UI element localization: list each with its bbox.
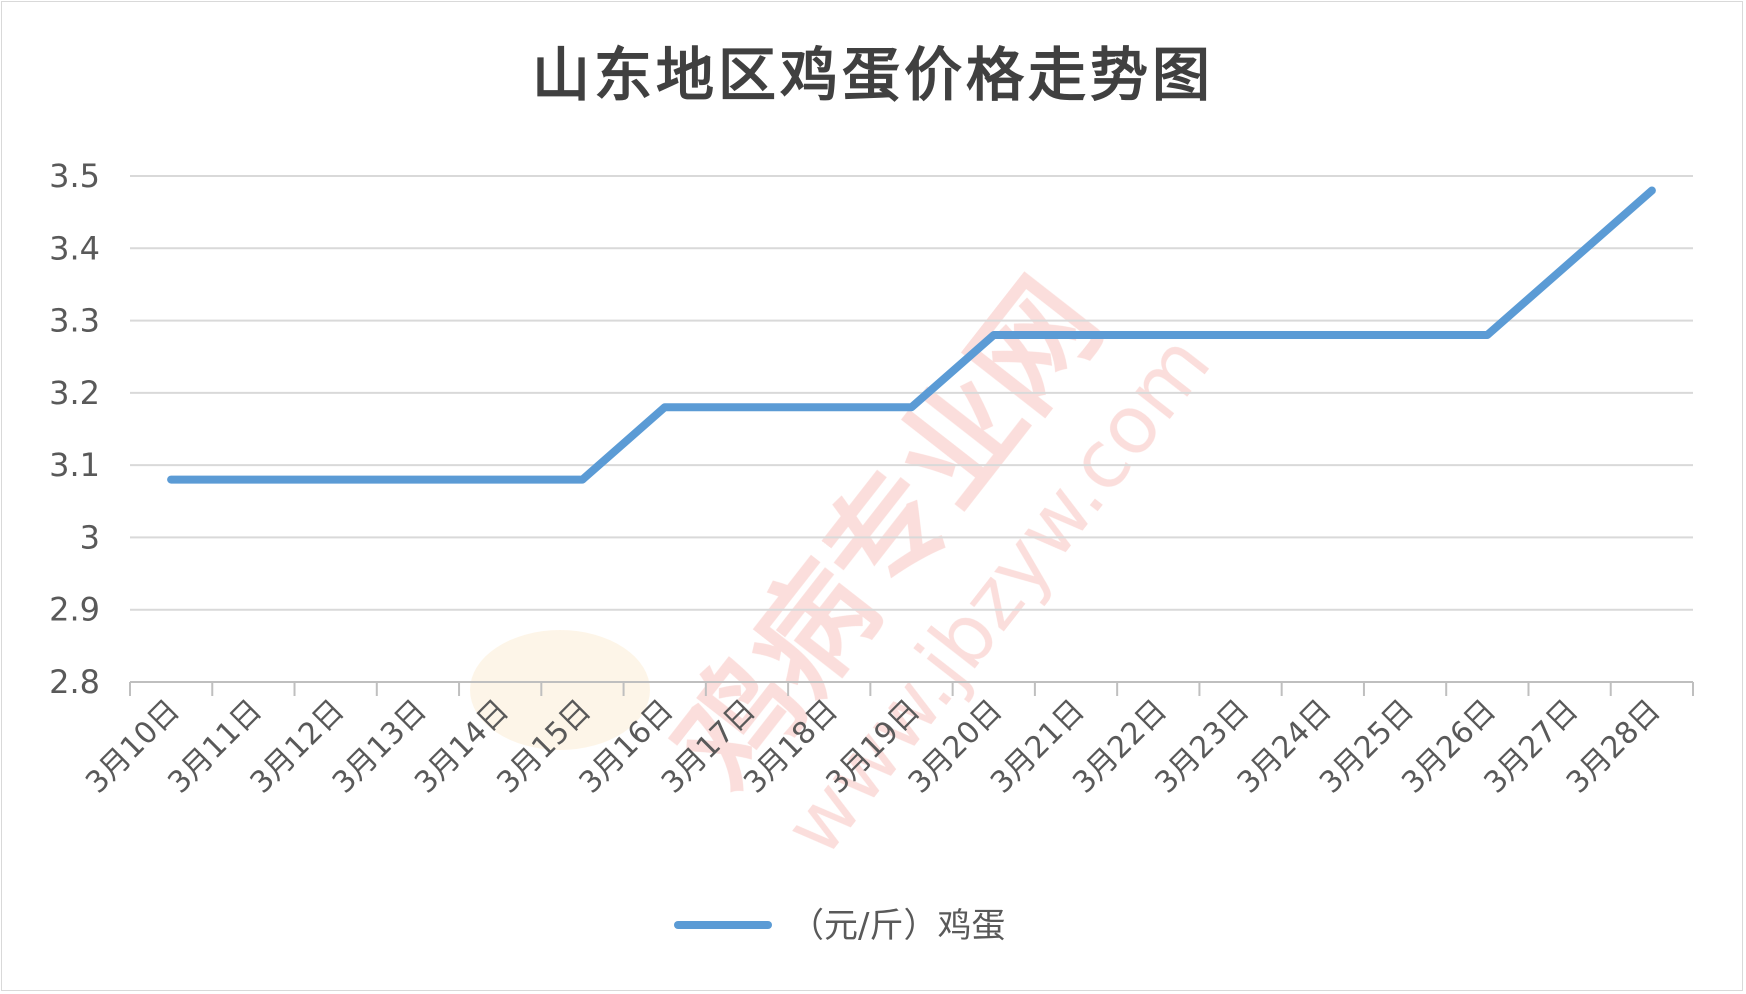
series-line-0 xyxy=(167,186,1656,484)
series-group xyxy=(167,186,1656,484)
y-tick-label: 2.9 xyxy=(49,591,100,629)
grid xyxy=(130,175,1693,611)
y-tick-label: 3.3 xyxy=(49,302,100,340)
y-tick-label: 3.1 xyxy=(49,446,100,484)
legend: （元/斤）鸡蛋 xyxy=(674,906,1005,946)
x-axis-tick-marks xyxy=(129,682,1694,696)
y-tick-label: 3.5 xyxy=(49,157,100,195)
y-tick-label: 3.4 xyxy=(49,229,100,267)
y-axis-ticks: 2.8 2.9 3 3.1 3.2 3.3 3.4 3.5 xyxy=(49,157,100,701)
y-tick-label: 2.8 xyxy=(49,663,100,701)
chart-title: 山东地区鸡蛋价格走势图 xyxy=(532,41,1214,109)
y-tick-label: 3.2 xyxy=(49,374,100,412)
legend-label: （元/斤）鸡蛋 xyxy=(790,906,1005,946)
y-tick-label: 3 xyxy=(80,518,100,556)
